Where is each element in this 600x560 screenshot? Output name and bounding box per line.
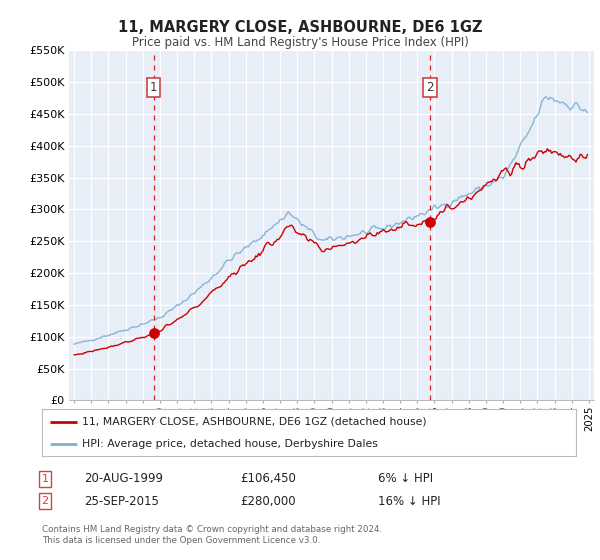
Text: 25-SEP-2015: 25-SEP-2015 (84, 494, 159, 508)
Text: This data is licensed under the Open Government Licence v3.0.: This data is licensed under the Open Gov… (42, 536, 320, 545)
Text: £280,000: £280,000 (240, 494, 296, 508)
Text: 2: 2 (426, 81, 434, 94)
Text: Price paid vs. HM Land Registry's House Price Index (HPI): Price paid vs. HM Land Registry's House … (131, 36, 469, 49)
Text: 6% ↓ HPI: 6% ↓ HPI (378, 472, 433, 486)
Text: £106,450: £106,450 (240, 472, 296, 486)
Text: HPI: Average price, detached house, Derbyshire Dales: HPI: Average price, detached house, Derb… (82, 438, 378, 449)
Point (425, 218, 434, 227)
Text: Contains HM Land Registry data © Crown copyright and database right 2024.: Contains HM Land Registry data © Crown c… (42, 525, 382, 534)
Text: 2: 2 (41, 496, 49, 506)
Text: 11, MARGERY CLOSE, ASHBOURNE, DE6 1GZ (detached house): 11, MARGERY CLOSE, ASHBOURNE, DE6 1GZ (d… (82, 417, 427, 427)
Text: 20-AUG-1999: 20-AUG-1999 (84, 472, 163, 486)
Text: 1: 1 (41, 474, 49, 484)
Text: 16% ↓ HPI: 16% ↓ HPI (378, 494, 440, 508)
Text: 11, MARGERY CLOSE, ASHBOURNE, DE6 1GZ: 11, MARGERY CLOSE, ASHBOURNE, DE6 1GZ (118, 20, 482, 35)
Text: 1: 1 (150, 81, 157, 94)
Point (149, 328, 158, 337)
